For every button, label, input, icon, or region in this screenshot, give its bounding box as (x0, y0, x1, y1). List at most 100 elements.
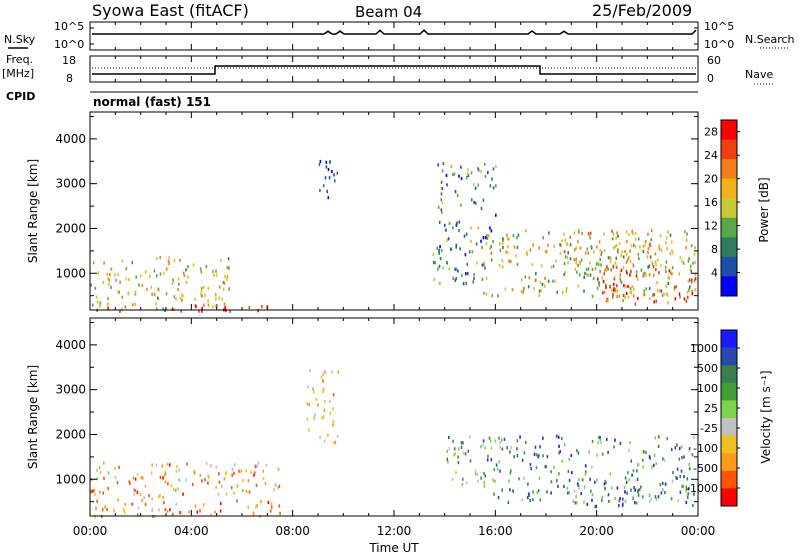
scatter-cell (563, 262, 566, 266)
scatter-cell (630, 244, 633, 248)
scatter-cell (580, 492, 582, 496)
scatter-cell (477, 226, 480, 230)
scatter-cell (649, 243, 652, 247)
scatter-cell (581, 258, 583, 262)
scatter-cell (625, 269, 628, 273)
scatter-cell (493, 468, 496, 472)
scatter-cell (265, 463, 268, 467)
scatter-cell (686, 238, 688, 242)
scatter-cell (629, 287, 632, 291)
scatter-cell (647, 250, 649, 255)
scatter-cell (694, 246, 696, 250)
scatter-cell (461, 483, 464, 487)
scatter-cell (439, 256, 442, 261)
time-axis: 00:00 04:00 08:00 12:00 16:00 20:00 00:00 (73, 22, 715, 538)
scatter-cell (576, 501, 578, 505)
scatter-cell (516, 236, 518, 240)
scatter-cell (660, 289, 663, 293)
colorbar-segment (721, 178, 737, 199)
scatter-cell (107, 306, 109, 310)
scatter-cell (536, 491, 538, 495)
scatter-cell (652, 265, 655, 269)
scatter-cell (634, 302, 637, 306)
scatter-cell (621, 497, 624, 501)
scatter-cell (327, 167, 330, 172)
x-tick-label: 20:00 (579, 524, 614, 538)
scatter-cell (134, 302, 137, 306)
scatter-cell (619, 278, 622, 282)
scatter-cell (613, 445, 615, 449)
scatter-cell (229, 309, 231, 313)
scatter-cell (690, 269, 692, 273)
colorbar-border (720, 119, 738, 297)
scatter-cell (583, 275, 585, 279)
scatter-cell (334, 440, 337, 444)
nsearch-tick-bottom: 10^0 (704, 38, 734, 51)
scatter-cell (655, 299, 657, 303)
date-label: 25/Feb/2009 (592, 1, 692, 20)
scatter-cell (667, 275, 669, 279)
scatter-cell (255, 505, 257, 509)
scatter-cell (565, 289, 567, 293)
scatter-cell (688, 257, 690, 261)
scatter-cell (460, 176, 463, 181)
scatter-cell (569, 257, 572, 261)
scatter-cell (605, 283, 607, 287)
scatter-cell (591, 465, 593, 469)
scatter-cell (204, 293, 206, 297)
scatter-cell (631, 285, 634, 289)
scatter-cell (527, 285, 530, 289)
scatter-cell (516, 447, 518, 451)
scatter-cell (587, 267, 590, 271)
scatter-cell (458, 229, 460, 233)
scatter-cell (577, 263, 579, 267)
scatter-cell (693, 279, 696, 283)
scatter-cell (490, 229, 493, 233)
scatter-cell (164, 480, 167, 484)
nave-tick-top: 60 (707, 54, 721, 67)
scatter-cell (450, 164, 453, 168)
scatter-cell (218, 472, 220, 476)
scatter-cell (108, 278, 111, 282)
scatter-cell (576, 449, 578, 453)
colorbar-tick-label: 500 (697, 362, 718, 375)
scatter-cell (648, 286, 651, 291)
scatter-cell (509, 488, 511, 492)
scatter-cell (448, 447, 451, 451)
scatter-cell (561, 436, 563, 441)
scatter-cell (487, 171, 489, 175)
scatter-cell (483, 471, 485, 475)
scatter-cell (465, 272, 467, 276)
scatter-cell (325, 160, 328, 164)
scatter-cell (660, 263, 662, 268)
power-ylabel: Slant Range [km] (26, 159, 40, 263)
scatter-cell (440, 180, 443, 184)
scatter-cell (159, 255, 161, 260)
scatter-cell (168, 256, 170, 260)
scatter-cell (441, 200, 444, 205)
scatter-cell (546, 490, 548, 494)
scatter-cell (596, 453, 598, 457)
scatter-cell (538, 453, 540, 457)
scatter-cell (487, 454, 489, 458)
scatter-cell (691, 292, 694, 296)
scatter-cell (665, 260, 668, 264)
scatter-cell (563, 484, 565, 489)
scatter-cell (149, 274, 151, 278)
scatter-cell (681, 484, 683, 488)
scatter-cell (610, 288, 613, 292)
scatter-cell (473, 200, 475, 205)
scatter-cell (332, 393, 335, 397)
scatter-cell (618, 504, 620, 508)
scatter-cell (201, 309, 203, 313)
scatter-cell (140, 476, 143, 480)
scatter-cell (108, 282, 110, 286)
scatter-cell (255, 483, 258, 487)
colorbar-segment (721, 256, 737, 277)
scatter-cell (151, 292, 153, 296)
scatter-cell (506, 250, 509, 255)
scatter-cell (625, 230, 628, 234)
scatter-cell (241, 488, 244, 492)
power-colorbar-label: Power [dB] (757, 177, 771, 242)
scatter-cell (499, 469, 501, 473)
